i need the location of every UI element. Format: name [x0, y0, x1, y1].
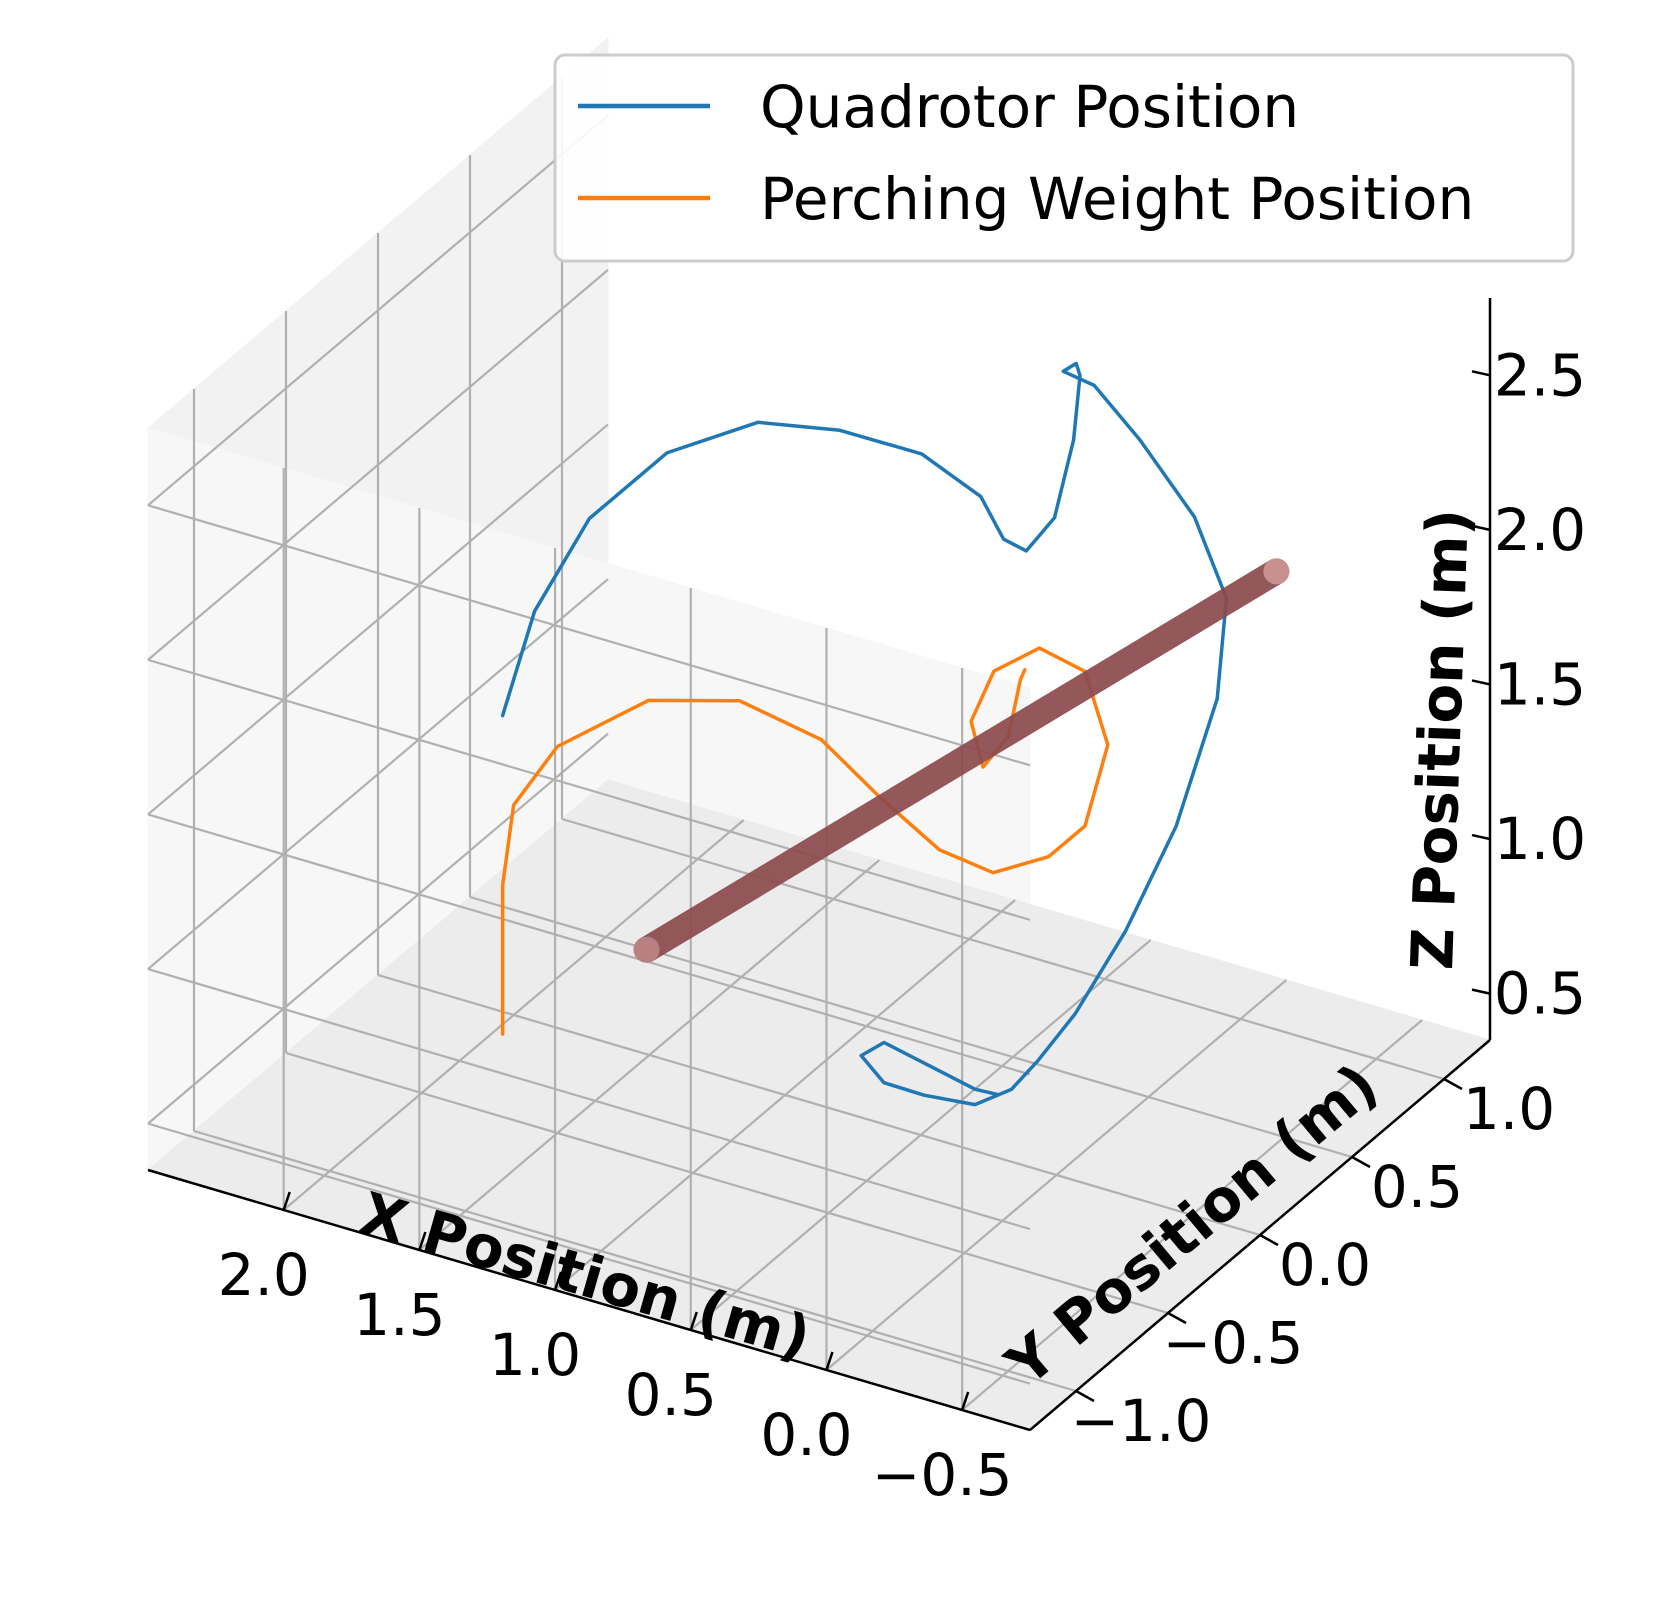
x-tick-mark-3 [689, 1311, 698, 1331]
legend-label-perching-weight: Perching Weight Position [760, 165, 1474, 233]
legend: Quadrotor Position Perching Weight Posit… [553, 53, 1575, 263]
y-tick-label-1: −0.5 [1163, 1309, 1304, 1377]
y-tick-mark-1 [1167, 1311, 1187, 1325]
grid-y-floor-2 [377, 973, 1261, 1237]
grid-z-right-2 [147, 423, 609, 816]
z-tick-mark-1 [1471, 833, 1491, 841]
y-tick-mark-3 [1351, 1155, 1371, 1169]
z-tick-mark-4 [1471, 370, 1491, 377]
z-tick-mark-2 [1471, 679, 1491, 686]
perch-end-cap-far [1263, 558, 1290, 585]
grid-y-floor-1 [285, 1051, 1169, 1315]
y-tick-mark-2 [1259, 1233, 1279, 1247]
grid-lines [147, 77, 1445, 1411]
z-axis-title: Z Position (m) [1398, 508, 1482, 971]
legend-label-quadrotor: Quadrotor Position [760, 73, 1299, 141]
x-tick-label-5: −0.5 [872, 1441, 1013, 1509]
grid-z-left-0 [147, 1122, 1031, 1385]
grid-z-right-4 [147, 114, 609, 507]
x-tick-mark-2 [553, 1271, 563, 1291]
z-tick-label-3: 2.0 [1494, 496, 1586, 564]
z-tick-mark-0 [1471, 988, 1491, 995]
perch-bar [633, 558, 1290, 963]
series-line-0 [500, 361, 1229, 1107]
grid-y-floor-0 [193, 1129, 1077, 1393]
legend-box [553, 53, 1575, 263]
x-tick-mark-1 [418, 1231, 427, 1251]
y-tick-label-0: −1.0 [1071, 1387, 1212, 1455]
z-tick-label-1: 1.0 [1494, 805, 1586, 873]
x-tick-label-1: 1.5 [353, 1281, 445, 1349]
y-tick-mark-4 [1443, 1077, 1463, 1091]
z-tick-label-0: 0.5 [1494, 960, 1586, 1028]
x-tick-label-3: 0.5 [625, 1361, 717, 1429]
axis-panes [146, 36, 1492, 1431]
tick-labels: 2.01.51.00.50.0−0.5−1.0−0.50.00.51.00.51… [218, 341, 1587, 1509]
x-tick-mark-4 [825, 1351, 834, 1371]
x-tick-label-2: 1.0 [489, 1321, 581, 1389]
grid-z-left-2 [147, 813, 1031, 1076]
grid-y-floor-3 [469, 895, 1353, 1159]
x-tick-label-0: 2.0 [218, 1241, 310, 1309]
z-tick-mark-3 [1471, 524, 1491, 532]
y-tick-label-2: 0.0 [1279, 1231, 1371, 1299]
grid-z-left-1 [147, 967, 1031, 1231]
grid-z-right-3 [147, 269, 609, 661]
grid-z-left-3 [147, 658, 1031, 921]
x-tick-mark-5 [960, 1391, 970, 1411]
x-tick-label-4: 0.0 [760, 1401, 852, 1469]
y-tick-mark-0 [1075, 1389, 1095, 1403]
y-tick-label-4: 1.0 [1463, 1075, 1555, 1143]
z-tick-label-2: 1.5 [1494, 650, 1586, 718]
grid-z-left-4 [147, 504, 1031, 767]
y-tick-label-3: 0.5 [1371, 1153, 1463, 1221]
x-axis-line [147, 1168, 1031, 1432]
x-tick-mark-0 [282, 1191, 291, 1211]
z-tick-label-4: 2.5 [1494, 341, 1586, 409]
perch-end-cap-near [633, 936, 660, 963]
grid-y-floor-4 [561, 817, 1445, 1081]
grid-z-right-1 [147, 578, 609, 970]
grid-z-right-0 [147, 732, 609, 1125]
series-layer [500, 361, 1290, 1107]
